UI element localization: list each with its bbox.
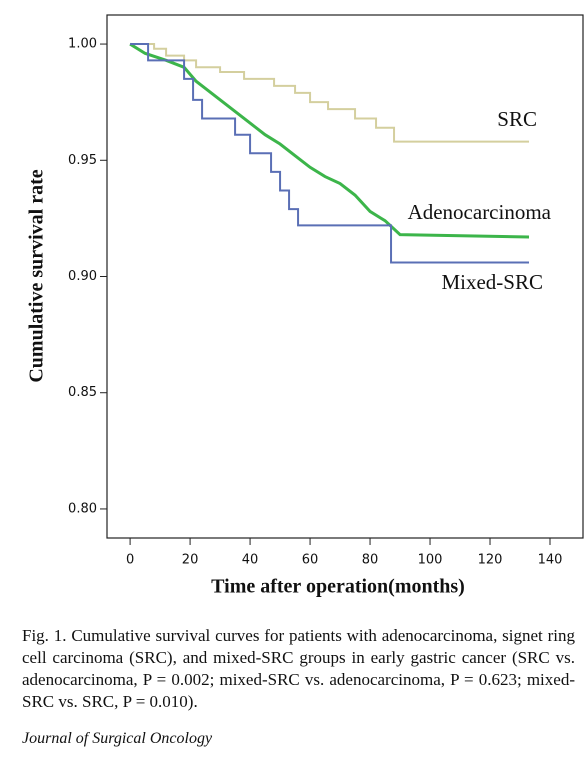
- x-tick-label: 0: [126, 553, 134, 568]
- x-tick-label: 120: [478, 553, 503, 568]
- y-tick-label: 0.85: [68, 385, 97, 400]
- y-axis-label: Cumulative survival rate: [26, 169, 48, 382]
- caption: Fig. 1. Cumulative survival curves for p…: [22, 626, 575, 711]
- x-tick-label: 140: [538, 553, 563, 568]
- curve-label: SRC: [497, 107, 537, 131]
- x-tick-label: 60: [302, 553, 319, 568]
- x-axis-label: Time after operation(months): [211, 576, 465, 598]
- survival-curve: [129, 42, 530, 239]
- chart: Cumulative survival rate Time after oper…: [26, 14, 584, 598]
- survival-curve: [130, 43, 530, 264]
- x-tick-label: 20: [182, 553, 199, 568]
- y-tick-label: 1.00: [68, 37, 97, 52]
- curve-label: Adenocarcinoma: [408, 200, 552, 224]
- x-tick-label: 40: [242, 553, 259, 568]
- y-tick-label: 0.80: [68, 501, 97, 516]
- survival-curve: [130, 43, 530, 143]
- y-tick-label: 0.90: [68, 269, 97, 284]
- curve-label: Mixed-SRC: [441, 270, 543, 294]
- journal: Journal of Surgical Oncology: [22, 730, 213, 747]
- y-tick-label: 0.95: [68, 153, 97, 168]
- x-tick-label: 80: [362, 553, 379, 568]
- x-tick-label: 100: [418, 553, 443, 568]
